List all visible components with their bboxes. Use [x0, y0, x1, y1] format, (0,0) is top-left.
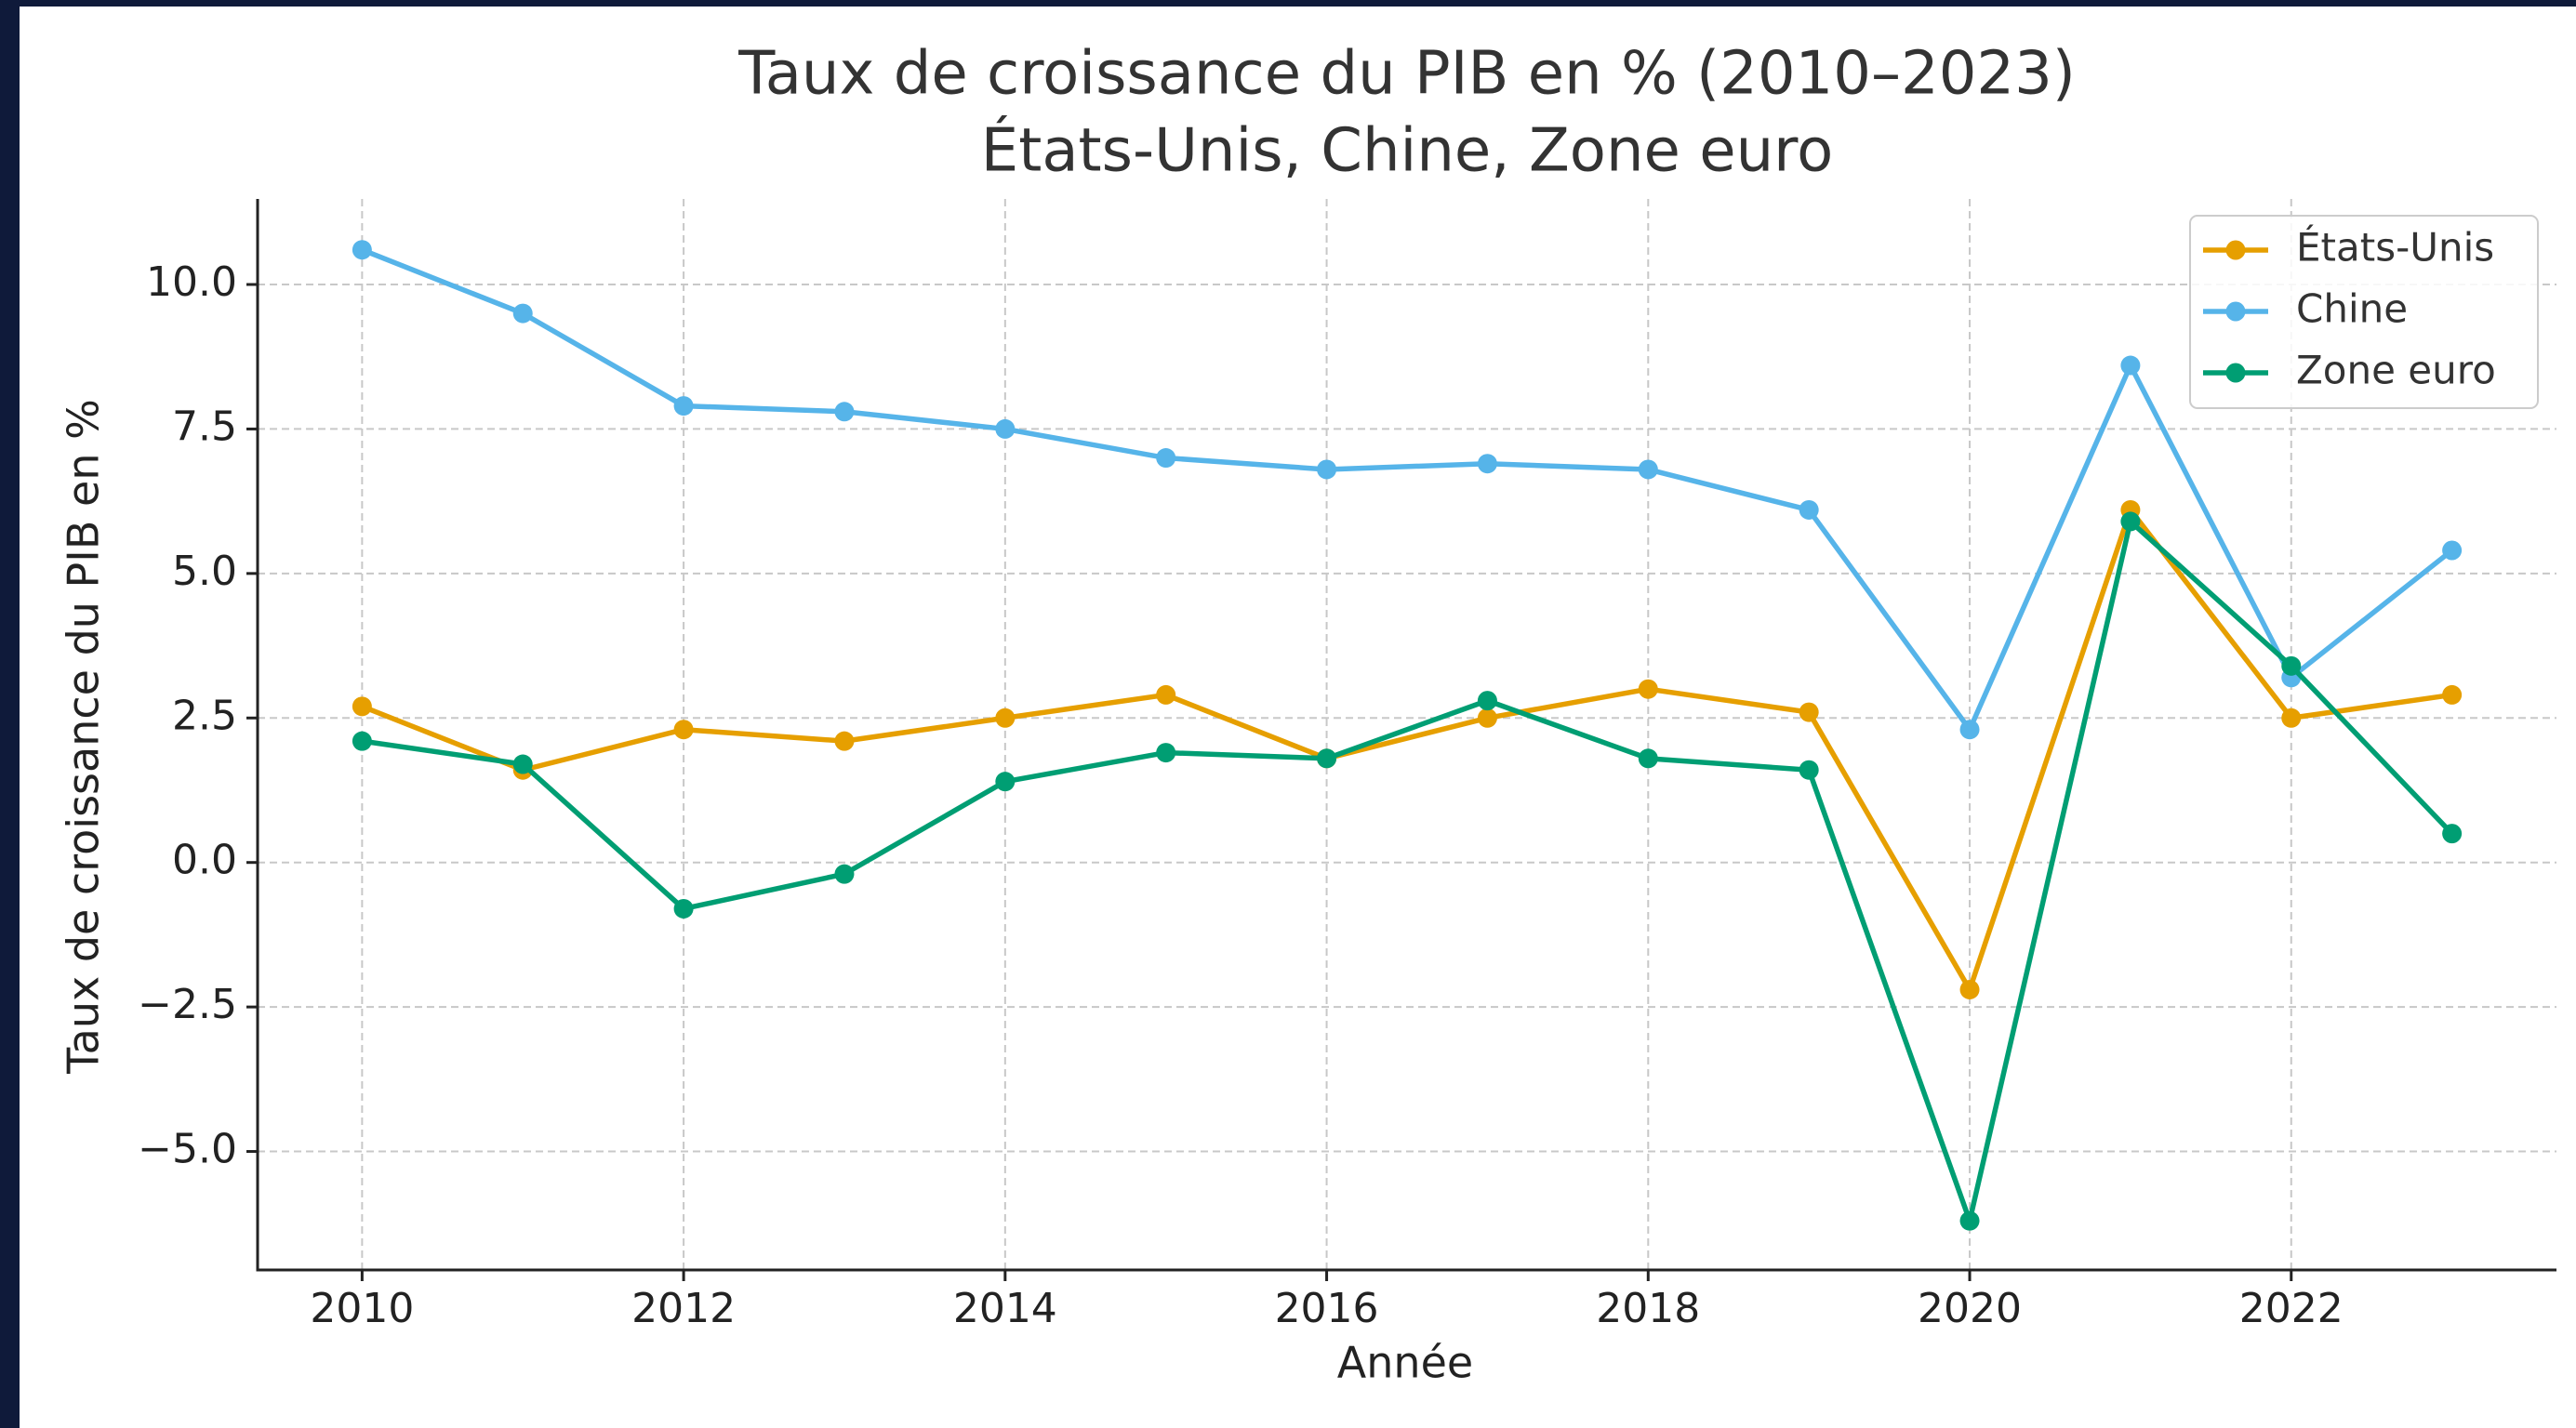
data-point [1959, 1210, 1980, 1231]
legend-marker [2225, 301, 2246, 322]
data-point [673, 720, 694, 740]
data-point [673, 898, 694, 919]
data-point [1477, 454, 1497, 474]
y-tick-label: 5.0 [172, 548, 237, 595]
data-point [2442, 540, 2463, 561]
legend-box [2189, 215, 2539, 409]
data-point [995, 772, 1016, 792]
series-line [361, 519, 2454, 1223]
data-point [834, 864, 855, 884]
data-point [834, 731, 855, 751]
y-tick-label: −5.0 [138, 1126, 237, 1173]
data-point [1638, 459, 1658, 480]
chart-title: Taux de croissance du PIB en % (2010–202… [737, 40, 2076, 109]
data-point [1477, 691, 1497, 711]
data-point [1156, 684, 1176, 705]
x-tick-label: 2020 [1918, 1285, 2022, 1332]
data-point [1799, 499, 1819, 520]
legend-label: Chine [2296, 286, 2408, 332]
data-point [1959, 979, 1980, 999]
data-point [1317, 748, 1337, 769]
y-axis-label: Taux de croissance du PIB en % [59, 399, 109, 1075]
data-point [1477, 707, 1497, 728]
x-tick-label: 2014 [953, 1285, 1057, 1332]
data-point [352, 240, 372, 260]
series-line [361, 507, 2453, 993]
data-point [1799, 702, 1819, 722]
data-point [834, 402, 855, 422]
chart-subtitle: États-Unis, Chine, Zone euro [981, 115, 1833, 186]
data-point [1799, 760, 1819, 780]
y-tick-label: −2.5 [138, 981, 237, 1028]
y-tick-label: 7.5 [172, 403, 237, 450]
data-point [512, 303, 533, 324]
data-point [1959, 720, 1980, 740]
data-point [995, 418, 1016, 439]
data-point [2281, 655, 2302, 676]
data-point [352, 731, 372, 751]
legend: États-Unis Chine Zone euro [2189, 215, 2539, 409]
data-point [1156, 448, 1176, 469]
legend-label: États-Unis [2296, 224, 2494, 271]
series-line [361, 247, 2454, 733]
y-tick-label: 2.5 [172, 692, 237, 739]
y-tick-label: 10.0 [146, 258, 237, 306]
data-point [1317, 459, 1337, 480]
x-axis-label: Année [1337, 1338, 1473, 1388]
chart: Taux de croissance du PIB en % (2010–202… [20, 7, 2576, 1428]
x-tick-label: 2022 [2239, 1285, 2344, 1332]
data-point [1638, 748, 1658, 769]
x-tick-label: 2016 [1275, 1285, 1379, 1332]
y-tick-label: 0.0 [172, 837, 237, 884]
data-point [2120, 355, 2141, 376]
axis-spine [256, 199, 2556, 1272]
data-point [995, 707, 1016, 728]
data-point [673, 396, 694, 416]
legend-label: Zone euro [2296, 348, 2496, 393]
x-tick-label: 2010 [310, 1285, 414, 1332]
data-point [352, 696, 372, 717]
data-point [2120, 511, 2141, 532]
x-tick-label: 2018 [1596, 1285, 1700, 1332]
data-point [1156, 743, 1176, 763]
data-point [2442, 824, 2463, 844]
x-tick-label: 2012 [631, 1285, 736, 1332]
data-point [1638, 679, 1658, 699]
legend-marker [2225, 363, 2246, 383]
data-point [2442, 684, 2463, 705]
legend-marker [2225, 240, 2246, 260]
data-point [2281, 707, 2302, 728]
data-point [512, 754, 533, 774]
